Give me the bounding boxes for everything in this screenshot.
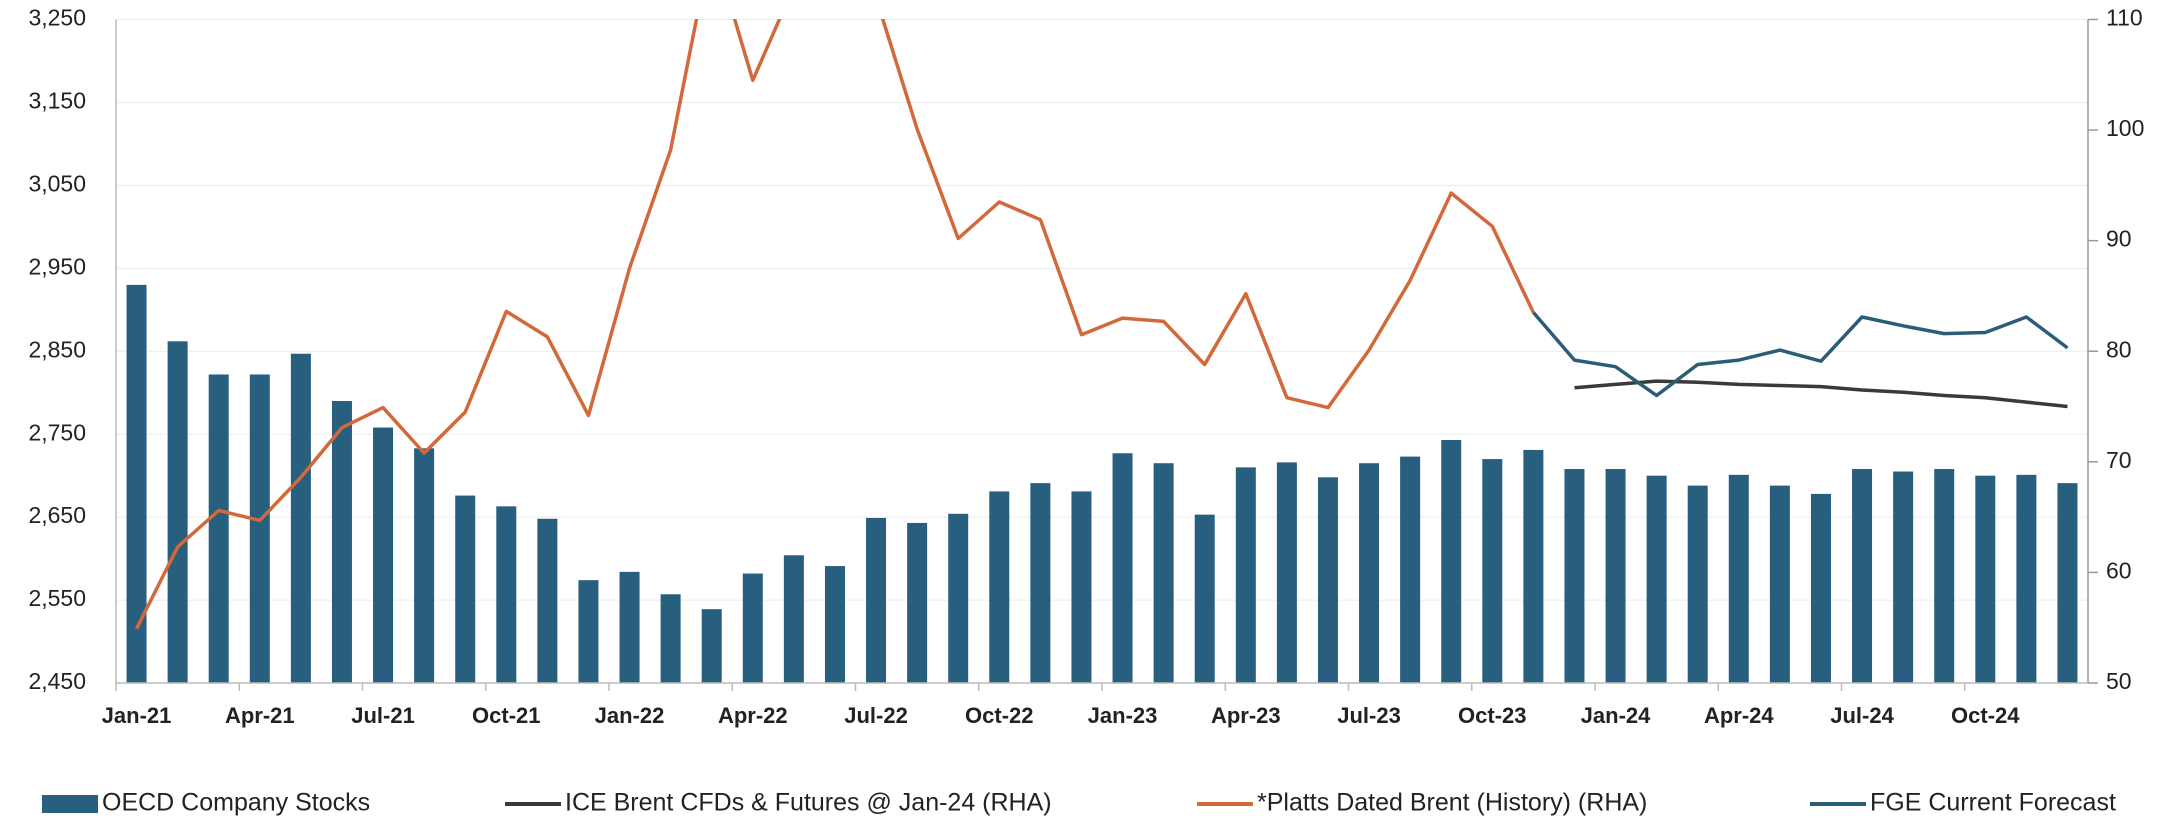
y-tick-label: 3,150 — [28, 88, 86, 114]
bar — [989, 491, 1010, 683]
y-tick-label: 3,050 — [28, 170, 86, 196]
bar — [167, 341, 188, 683]
x-tick-label: Oct-24 — [1951, 703, 2020, 728]
y-tick-label: 2,750 — [28, 419, 86, 445]
legend-label: ICE Brent CFDs & Futures @ Jan-24 (RHA) — [565, 789, 1052, 817]
bar — [948, 513, 969, 683]
bar — [578, 580, 599, 683]
bar — [1359, 463, 1380, 683]
x-tick-label: Jul-24 — [1830, 703, 1894, 728]
bar — [907, 522, 928, 683]
bar — [455, 495, 476, 683]
y2-tick-label: 70 — [2106, 447, 2132, 473]
bar — [290, 353, 311, 683]
y2-tick-label: 60 — [2106, 557, 2132, 583]
x-tick-label: Jan-21 — [102, 703, 172, 728]
x-tick-label: Apr-21 — [225, 703, 295, 728]
x-tick-label: Jan-22 — [595, 703, 665, 728]
bar — [1810, 493, 1831, 683]
y-tick-label: 2,650 — [28, 502, 86, 528]
bar — [1605, 469, 1626, 683]
y-tick-label: 2,450 — [28, 668, 86, 694]
bar — [1852, 469, 1873, 683]
legend-label: FGE Current Forecast — [1870, 789, 2116, 817]
x-tick-label: Jan-23 — [1088, 703, 1158, 728]
bar — [619, 571, 640, 683]
legend-label: *Platts Dated Brent (History) (RHA) — [1257, 789, 1647, 817]
bar — [1523, 449, 1544, 683]
bar — [2016, 474, 2037, 683]
bar — [1975, 475, 1996, 683]
bar — [373, 427, 394, 683]
bar — [1769, 485, 1790, 683]
y2-tick-label: 110 — [2106, 5, 2143, 31]
plot-area — [126, 19, 2078, 683]
y-tick-label: 2,950 — [28, 253, 86, 279]
bar — [1317, 477, 1338, 683]
bar — [742, 573, 763, 683]
bar — [537, 518, 558, 683]
bar — [1071, 491, 1092, 683]
x-tick-label: Oct-22 — [965, 703, 1033, 728]
bar — [1030, 483, 1051, 683]
x-tick-label: Jul-22 — [844, 703, 908, 728]
line-series — [134, 19, 1535, 630]
x-tick-label: Jan-24 — [1581, 703, 1651, 728]
bar — [1153, 463, 1174, 683]
bar — [1687, 485, 1708, 683]
bar — [1400, 456, 1421, 683]
y-tick-label: 2,850 — [28, 336, 86, 362]
bar — [1728, 474, 1749, 683]
bar — [1112, 453, 1133, 683]
bar — [1194, 514, 1215, 683]
bar — [660, 594, 681, 683]
x-tick-label: Apr-24 — [1704, 703, 1774, 728]
line-series — [1574, 379, 2068, 409]
bar — [496, 506, 517, 683]
bar — [331, 401, 352, 683]
legend-label: OECD Company Stocks — [102, 789, 370, 817]
bar — [1564, 469, 1585, 683]
y-tick-label: 2,550 — [28, 585, 86, 611]
x-tick-label: Oct-23 — [1458, 703, 1526, 728]
bar — [1441, 439, 1462, 683]
bar — [1646, 475, 1667, 683]
line-series — [1532, 311, 2069, 398]
x-tick-label: Oct-21 — [472, 703, 540, 728]
y2-tick-label: 80 — [2106, 336, 2132, 362]
bar — [208, 374, 229, 683]
bar — [2057, 483, 2078, 683]
bar — [1893, 471, 1914, 683]
x-tick-label: Jul-21 — [351, 703, 415, 728]
bar — [1934, 469, 1955, 683]
y2-tick-label: 90 — [2106, 226, 2132, 252]
bar — [824, 566, 845, 683]
bar — [783, 555, 804, 683]
bar — [1276, 462, 1297, 683]
bar — [701, 609, 722, 683]
bar — [866, 517, 887, 683]
y-tick-label: 3,250 — [28, 5, 86, 31]
bar — [126, 284, 147, 683]
bar — [1235, 467, 1256, 683]
x-tick-label: Apr-22 — [718, 703, 788, 728]
legend-swatch — [42, 795, 98, 813]
x-tick-label: Apr-23 — [1211, 703, 1281, 728]
bar — [1482, 459, 1503, 683]
bar — [414, 448, 435, 683]
y2-tick-label: 50 — [2106, 668, 2132, 694]
x-tick-label: Jul-23 — [1337, 703, 1401, 728]
y2-tick-label: 100 — [2106, 115, 2144, 141]
bar — [249, 374, 270, 683]
